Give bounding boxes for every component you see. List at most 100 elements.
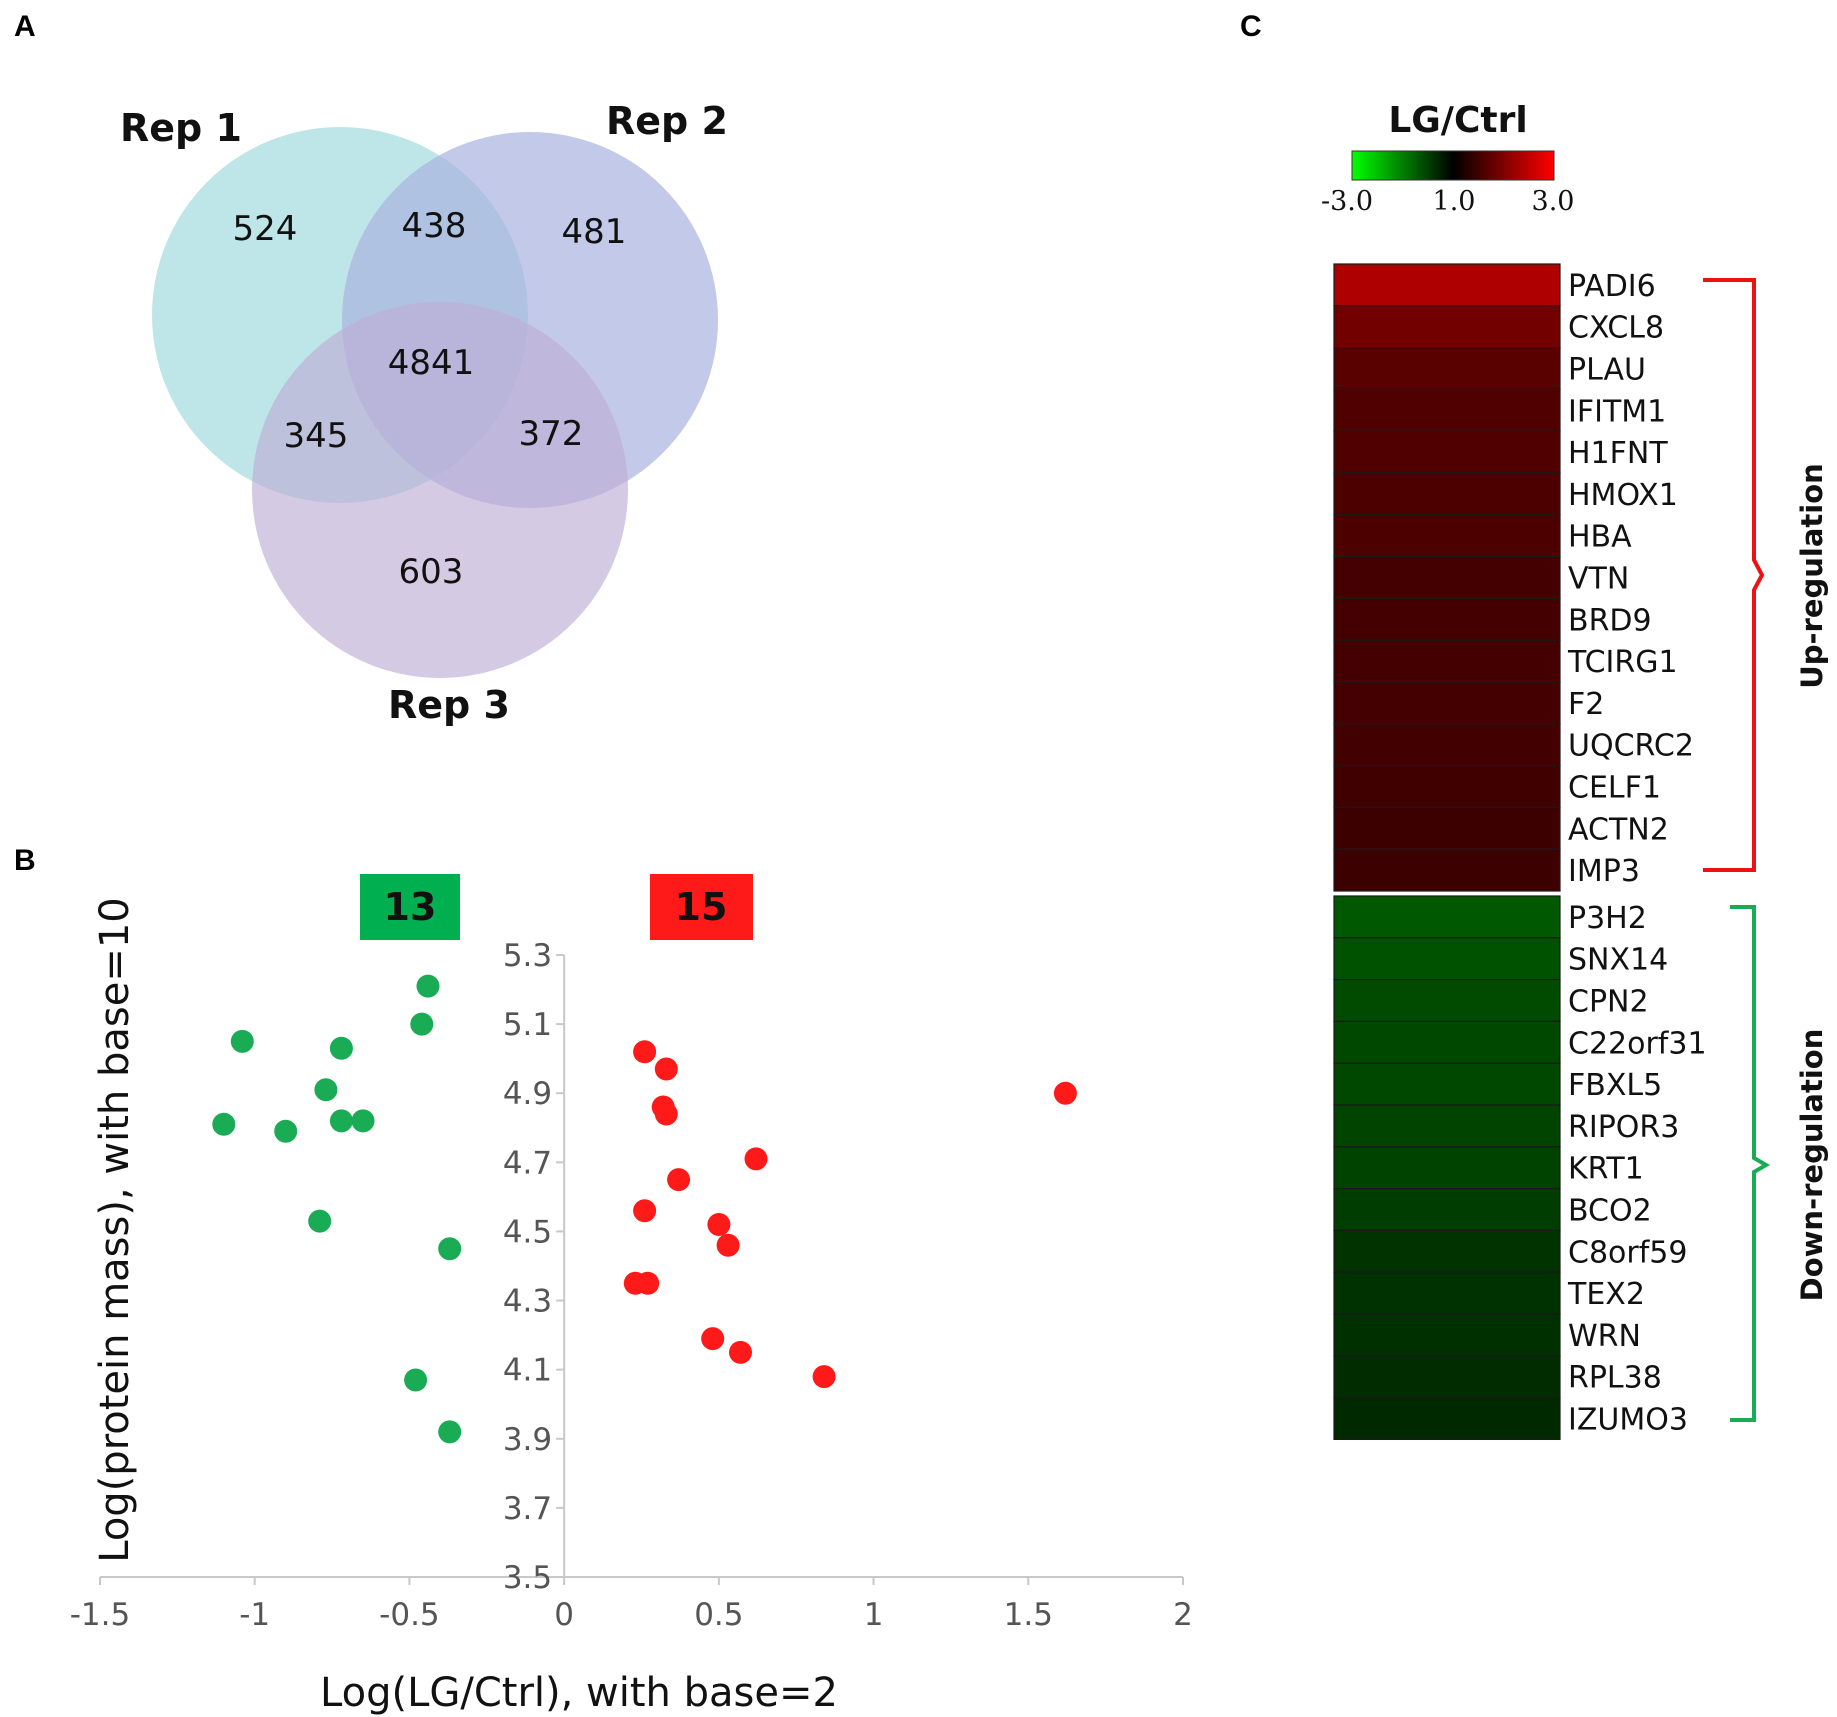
down-cell — [1333, 1146, 1561, 1190]
heatmap-gene-labels: PADI6 CXCL8 PLAU IFITM1 H1FNT HMOX1 HBA VTN BRD9… — [1567, 269, 1707, 1438]
up-cell — [1333, 430, 1561, 474]
y-tick-label: 4.1 — [503, 1353, 552, 1389]
down-gene-label: KRT1 — [1568, 1152, 1644, 1187]
up-gene-label: PADI6 — [1568, 269, 1656, 304]
up-cell — [1333, 723, 1561, 767]
down-cell — [1333, 937, 1561, 981]
down-cell — [1333, 1396, 1561, 1440]
scatter-axes — [100, 955, 1183, 1578]
up-gene-label: CXCL8 — [1568, 311, 1664, 346]
y-tick-label: 4.5 — [503, 1214, 552, 1250]
down-cell — [1333, 1271, 1561, 1315]
up-cell — [1333, 848, 1561, 892]
up-regulated-point — [1053, 1081, 1077, 1105]
down-gene-label: TEX2 — [1567, 1277, 1645, 1312]
venn-count-rep1-rep2: 438 — [402, 206, 467, 246]
y-tick-label: 5.1 — [503, 1007, 552, 1043]
x-tick-label: -1.5 — [70, 1597, 131, 1633]
up-regulated-point — [654, 1102, 678, 1126]
x-tick-label: -0.5 — [379, 1597, 440, 1633]
up-cell — [1333, 597, 1561, 641]
heatmap-title: LG/Ctrl — [1388, 100, 1527, 141]
down-cell — [1333, 1187, 1561, 1231]
up-cell — [1333, 263, 1561, 307]
up-regulated-point — [654, 1057, 678, 1081]
panel-label-c: C — [1240, 10, 1262, 43]
down-regulated-point — [410, 1012, 434, 1036]
scatter-y-ticks: 3.5 3.7 3.9 4.1 4.3 4.5 4.7 4.9 5.1 5.3 — [503, 938, 565, 1596]
down-cell — [1333, 1313, 1561, 1357]
down-gene-label: FBXL5 — [1568, 1068, 1662, 1103]
down-count-label: 13 — [384, 885, 437, 929]
down-regulated-point — [351, 1109, 375, 1133]
y-tick-label: 5.3 — [503, 938, 552, 974]
up-gene-label: HBA — [1568, 520, 1632, 555]
up-gene-label: PLAU — [1568, 353, 1646, 388]
venn-count-rep1-only: 524 — [233, 209, 298, 249]
down-cell — [1333, 1020, 1561, 1064]
down-gene-label: WRN — [1568, 1319, 1641, 1354]
up-gene-label: TCIRG1 — [1567, 645, 1678, 680]
venn-circle-rep3 — [252, 302, 628, 678]
up-cell — [1333, 555, 1561, 599]
down-regulated-point — [416, 974, 440, 998]
up-regulation-label: Up-regulation — [1795, 463, 1829, 689]
up-gene-label: ACTN2 — [1568, 812, 1669, 847]
x-axis-title: Log(LG/Ctrl), with base=2 — [320, 1670, 838, 1716]
up-gene-label: VTN — [1568, 562, 1629, 597]
up-regulated-point — [744, 1147, 768, 1171]
up-regulated-point — [633, 1199, 657, 1223]
y-tick-label: 4.3 — [503, 1284, 552, 1320]
down-regulated-point — [329, 1036, 353, 1060]
venn-count-rep2-only: 481 — [562, 212, 627, 252]
down-gene-label: SNX14 — [1568, 943, 1668, 978]
down-regulation-label: Down-regulation — [1795, 1029, 1829, 1302]
colorbar — [1351, 150, 1555, 181]
x-tick-label: 1 — [864, 1597, 884, 1633]
up-gene-label: CELF1 — [1568, 771, 1661, 806]
scatter-x-ticks: -1.5 -1 -0.5 0 0.5 1 1.5 2 — [70, 1577, 1193, 1633]
down-gene-label: IZUMO3 — [1568, 1403, 1688, 1438]
down-regulated-point — [329, 1109, 353, 1133]
up-cell — [1333, 472, 1561, 516]
down-cell — [1333, 978, 1561, 1022]
down-regulated-point — [438, 1237, 462, 1261]
up-cell — [1333, 639, 1561, 683]
venn-label-rep1: Rep 1 — [120, 106, 242, 150]
venn-count-all: 4841 — [388, 343, 475, 383]
up-gene-label: UQCRC2 — [1568, 729, 1694, 764]
venn-label-rep2: Rep 2 — [606, 99, 728, 143]
down-regulated-point — [308, 1209, 332, 1233]
x-tick-label: -1 — [239, 1597, 270, 1633]
up-cell — [1333, 764, 1561, 808]
colorbar-max-label: 3.0 — [1532, 186, 1575, 217]
down-regulated-point — [274, 1119, 298, 1143]
venn-count-rep3-only: 603 — [399, 552, 464, 592]
colorbar-mid-label: 1.0 — [1433, 186, 1476, 217]
y-tick-label: 3.7 — [503, 1491, 552, 1527]
panel-label-b: B — [14, 844, 36, 877]
up-count-label: 15 — [675, 885, 728, 929]
venn-count-rep2-rep3: 372 — [519, 414, 584, 454]
down-gene-label: RIPOR3 — [1568, 1110, 1679, 1145]
up-regulation-bracket — [1703, 278, 1765, 872]
y-tick-label: 3.5 — [503, 1560, 552, 1596]
down-gene-label: CPN2 — [1568, 985, 1649, 1020]
up-cell — [1333, 514, 1561, 558]
down-regulated-point — [230, 1029, 254, 1053]
down-gene-label: RPL38 — [1568, 1361, 1662, 1396]
up-regulated-point — [667, 1168, 691, 1192]
up-regulated-point — [812, 1365, 836, 1389]
up-cell — [1333, 347, 1561, 391]
down-regulated-point — [314, 1078, 338, 1102]
down-gene-label: C22orf31 — [1568, 1026, 1707, 1061]
up-gene-label: IFITM1 — [1568, 394, 1666, 429]
down-cell — [1333, 1062, 1561, 1106]
down-cell — [1333, 895, 1561, 939]
down-count-box — [360, 874, 460, 940]
up-gene-label: H1FNT — [1568, 436, 1668, 471]
up-cell — [1333, 806, 1561, 850]
x-tick-label: 0.5 — [694, 1597, 743, 1633]
down-regulated-point — [404, 1368, 428, 1392]
